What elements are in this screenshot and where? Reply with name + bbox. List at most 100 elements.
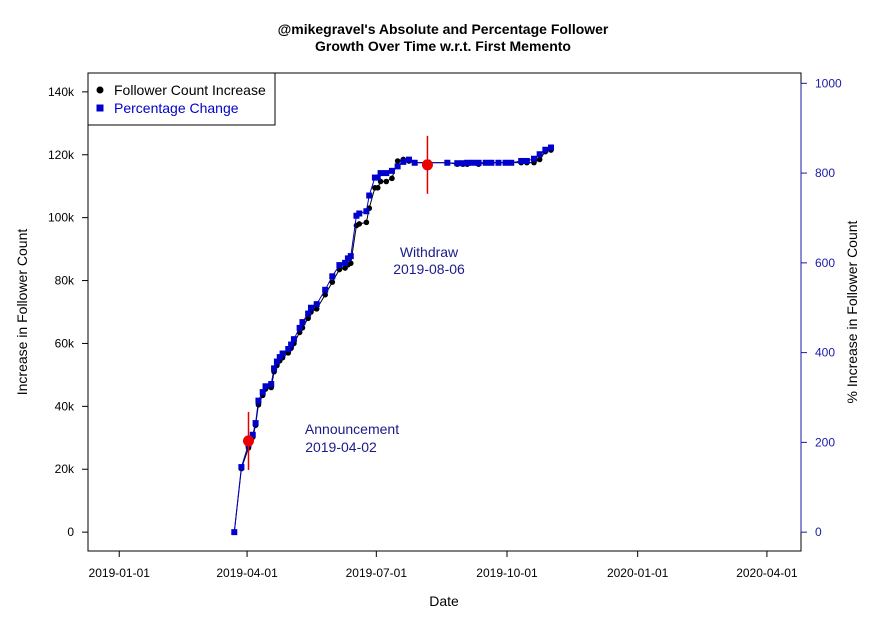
annotation-date-announcement: 2019-04-02 xyxy=(305,439,377,455)
data-point-percentage xyxy=(307,304,314,311)
data-point-percentage xyxy=(342,259,349,266)
data-point-percentage xyxy=(299,319,306,326)
legend-label-follower-count: Follower Count Increase xyxy=(114,82,266,98)
x-tick-label: 2019-10-01 xyxy=(476,566,538,580)
x-tick-label: 2019-07-01 xyxy=(346,566,408,580)
data-point-percentage xyxy=(542,146,549,153)
data-point-percentage xyxy=(508,159,515,166)
y-axis-left: 0 20k 40k 60k 80k 100k 120k 140k xyxy=(48,85,89,539)
annotation-marker-dot xyxy=(242,435,254,447)
y-axis-left-title: Increase in Follower Count xyxy=(14,229,30,396)
data-point-follower-count xyxy=(313,306,320,312)
legend-marker-follower-count xyxy=(96,86,104,94)
x-tick-label: 2020-04-01 xyxy=(736,566,798,580)
data-point-follower-count xyxy=(389,175,395,182)
data-point-percentage xyxy=(279,350,286,357)
data-point-percentage xyxy=(276,354,283,361)
data-point-percentage xyxy=(518,157,525,164)
data-point-follower-count xyxy=(363,219,370,226)
data-point-percentage xyxy=(400,158,407,165)
data-point-percentage xyxy=(536,151,543,158)
data-point-percentage xyxy=(469,159,476,166)
data-point-percentage xyxy=(249,431,256,438)
data-point-percentage xyxy=(322,286,329,293)
data-point-percentage xyxy=(454,160,461,167)
data-point-percentage xyxy=(238,464,245,471)
data-point-percentage xyxy=(347,253,354,260)
x-axis-title: Date xyxy=(429,593,459,609)
y-left-tick-label: 80k xyxy=(55,274,75,288)
y-left-tick-label: 120k xyxy=(48,148,75,162)
data-point-percentage xyxy=(268,381,275,388)
x-tick-label: 2019-04-01 xyxy=(216,566,278,580)
y-axis-right-title: % Increase in Follower Count xyxy=(844,220,860,403)
data-point-follower-count xyxy=(374,184,381,191)
data-point-percentage xyxy=(475,159,482,166)
series-line-0 xyxy=(233,149,552,533)
data-point-follower-count xyxy=(536,156,543,163)
y-left-tick-label: 40k xyxy=(55,399,75,413)
data-point-percentage xyxy=(329,273,336,280)
legend: Follower Count Increase Percentage Chang… xyxy=(87,72,276,126)
data-point-percentage xyxy=(388,167,395,174)
data-point-follower-count xyxy=(329,279,336,285)
data-point-follower-count xyxy=(347,260,354,267)
data-point-percentage xyxy=(305,310,312,317)
data-point-percentage xyxy=(394,163,401,170)
annotation-date-withdraw: 2019-08-06 xyxy=(393,261,465,277)
data-point-percentage xyxy=(377,170,384,177)
data-point-follower-count xyxy=(394,158,401,164)
data-point-percentage xyxy=(363,208,370,215)
y-right-tick-label: 200 xyxy=(815,435,835,449)
legend-marker-percentage xyxy=(96,104,104,112)
data-point-follower-count xyxy=(322,291,328,298)
y-axis-right: 0 200 400 600 800 1000 xyxy=(800,76,842,539)
y-left-tick-label: 20k xyxy=(55,462,75,476)
data-point-percentage xyxy=(288,341,295,348)
data-point-percentage xyxy=(482,159,489,166)
data-point-percentage xyxy=(356,210,363,217)
legend-box xyxy=(87,72,276,126)
data-point-percentage xyxy=(548,144,555,151)
data-point-percentage xyxy=(444,159,451,166)
x-tick-label: 2020-01-01 xyxy=(607,566,669,580)
y-left-tick-label: 0 xyxy=(67,525,74,539)
y-right-tick-label: 1000 xyxy=(815,76,842,90)
data-point-percentage xyxy=(296,324,303,331)
annotation-label-withdraw: Withdraw xyxy=(400,244,459,260)
data-point-percentage xyxy=(259,389,266,396)
data-point-follower-count xyxy=(383,178,390,185)
y-right-tick-label: 800 xyxy=(815,166,835,180)
legend-label-percentage: Percentage Change xyxy=(114,100,239,116)
data-point-percentage xyxy=(502,159,509,166)
series-line-1 xyxy=(233,147,552,533)
data-point-follower-count xyxy=(356,221,363,227)
series-layer xyxy=(231,144,555,536)
chart-title-line-1: @mikegravel's Absolute and Percentage Fo… xyxy=(278,21,609,37)
annotation-label-announcement: Announcement xyxy=(305,421,399,437)
y-left-tick-label: 60k xyxy=(55,336,75,350)
data-point-percentage xyxy=(231,529,238,536)
data-point-percentage xyxy=(262,383,269,390)
x-axis: 2019-01-01 2019-04-01 2019-07-01 2019-10-01… xyxy=(89,550,798,580)
y-right-tick-label: 0 xyxy=(815,525,822,539)
data-point-percentage xyxy=(255,397,262,404)
data-point-percentage xyxy=(464,159,471,166)
x-tick-label: 2019-01-01 xyxy=(89,566,151,580)
data-point-follower-count xyxy=(305,315,311,322)
data-point-percentage xyxy=(313,301,320,308)
y-left-tick-label: 140k xyxy=(48,85,75,99)
y-right-tick-label: 400 xyxy=(815,346,835,360)
data-point-percentage xyxy=(285,346,292,353)
data-point-percentage xyxy=(336,262,343,269)
data-point-percentage xyxy=(252,420,259,427)
data-point-percentage xyxy=(488,159,495,166)
data-point-percentage xyxy=(271,365,278,372)
data-point-percentage xyxy=(383,170,390,177)
data-point-percentage xyxy=(374,174,381,181)
data-point-percentage xyxy=(411,159,418,166)
data-point-percentage xyxy=(495,159,502,166)
data-point-percentage xyxy=(290,336,297,343)
